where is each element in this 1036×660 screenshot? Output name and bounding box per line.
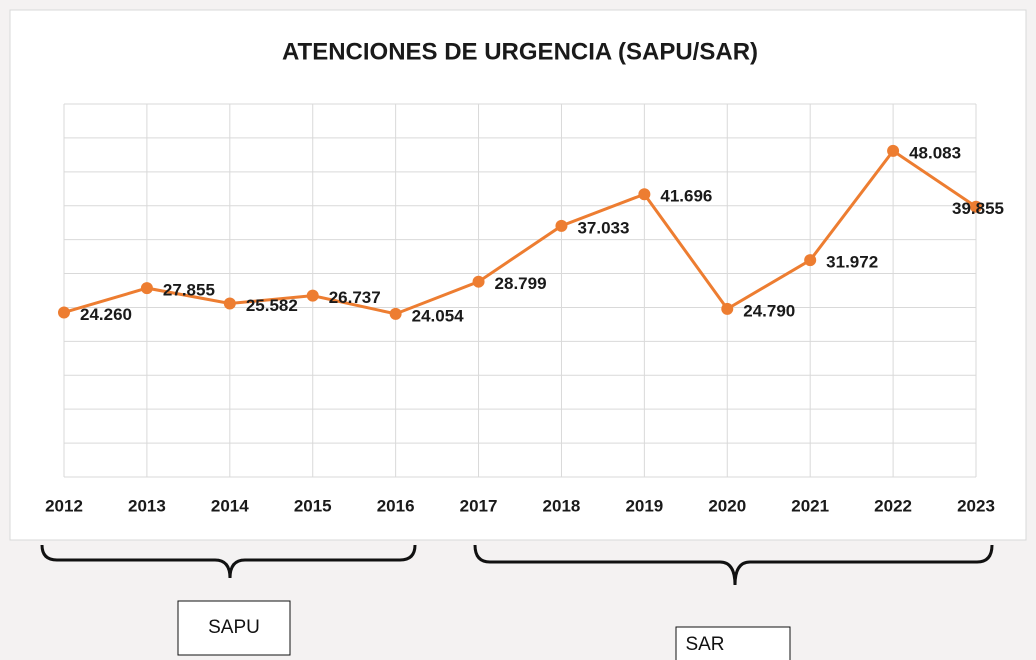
data-label: 28.799 [495, 274, 547, 293]
x-tick-label: 2016 [377, 496, 415, 515]
data-label: 26.737 [329, 288, 381, 307]
data-label: 48.083 [909, 143, 961, 162]
point [638, 188, 651, 201]
point [887, 144, 900, 157]
point [970, 200, 982, 213]
x-tick-label: 2020 [708, 496, 746, 515]
point [58, 306, 70, 319]
chart-title: ATENCIONES DE URGENCIA (SAPU/SAR) [282, 38, 758, 65]
annotation: SAR [685, 634, 724, 655]
bracket-sapu [40, 544, 417, 579]
data-label: 24.790 [743, 301, 795, 320]
data-label: 24.260 [80, 305, 132, 324]
x-tick-label: 2013 [128, 496, 166, 515]
x-tick-label: 2022 [874, 496, 912, 515]
chart-area [9, 9, 1027, 541]
data-label: 25.582 [246, 296, 298, 315]
x-tick-label: 2012 [45, 496, 83, 515]
x-tick-label: 2023 [957, 496, 995, 515]
data-label: 37.033 [577, 218, 629, 237]
data-label: 27.855 [163, 281, 215, 300]
point [721, 302, 734, 315]
point [804, 254, 817, 267]
x-tick-label: 2015 [294, 496, 332, 515]
point [140, 282, 153, 295]
bracket-sar [473, 544, 994, 586]
annotation-box [177, 600, 291, 656]
x-tick-label: 2019 [625, 496, 663, 515]
x-tick-label: 2018 [543, 496, 581, 515]
annotation-box [675, 626, 791, 660]
data-label: 24.054 [412, 306, 465, 325]
point [472, 275, 485, 288]
x-tick-label: 2021 [791, 496, 829, 515]
brackets [40, 544, 994, 586]
data-label: 31.972 [826, 253, 878, 272]
point [389, 307, 402, 320]
data-label: 41.696 [660, 187, 712, 206]
x-tick-label: 2014 [211, 496, 249, 515]
point [555, 219, 568, 232]
x-tick-label: 2017 [460, 496, 498, 515]
point [306, 289, 319, 302]
line [63, 148, 977, 316]
annotation: SAPU [208, 617, 260, 638]
data-label: 39.855 [952, 199, 1004, 218]
point [223, 297, 236, 310]
